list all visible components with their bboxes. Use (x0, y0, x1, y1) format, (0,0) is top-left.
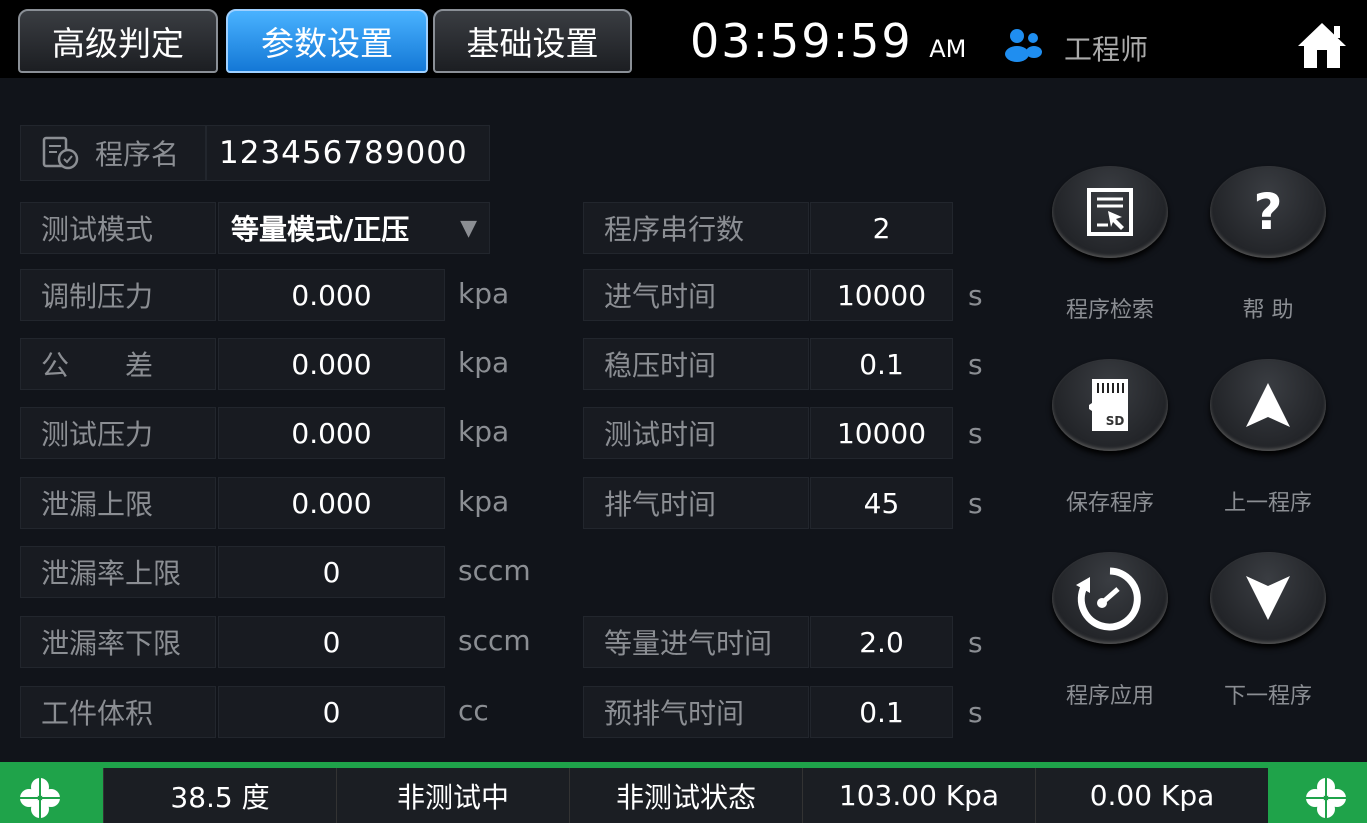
tab-advanced-judgement[interactable]: 高级判定 (18, 9, 218, 73)
field-value-input[interactable]: 0.1 (810, 686, 953, 738)
field-value-input[interactable]: 10000 (810, 407, 953, 459)
program-name-label: 程序名 (95, 138, 180, 171)
field-value-input[interactable]: 0 (218, 616, 445, 668)
button-label: 上一程序 (1223, 491, 1312, 516)
field-value-input[interactable]: 45 (810, 477, 953, 529)
field-value: 0 (322, 555, 341, 589)
field-label: 测试压力 (20, 407, 216, 459)
program-search-icon (1086, 187, 1134, 237)
field-label: 测试模式 (20, 202, 216, 254)
tab-basic-settings[interactable]: 基础设置 (433, 9, 632, 73)
field-value-input[interactable]: 0.000 (218, 269, 445, 321)
svg-text:SD: SD (1106, 414, 1125, 428)
field-unit: s (968, 626, 983, 659)
clock-ampm: AM (929, 35, 967, 63)
field-value-input[interactable]: 0.000 (218, 338, 445, 390)
field-label: 调制压力 (20, 269, 216, 321)
gauge-icon (1072, 563, 1148, 633)
field-label: 泄漏率上限 (20, 546, 216, 598)
sd-card-icon: SD (1088, 377, 1132, 433)
help-icon: ? (1253, 183, 1283, 241)
gauge-button[interactable] (1052, 552, 1168, 644)
users-icon (1005, 29, 1042, 62)
field-value-input[interactable]: 10000 (810, 269, 953, 321)
arrow-up-button[interactable] (1210, 359, 1326, 451)
field-unit: kpa (458, 277, 510, 310)
field-unit: sccm (458, 554, 531, 587)
sd-card-button[interactable]: SD (1052, 359, 1168, 451)
field-label: 公 差 (20, 338, 216, 390)
field-value-input[interactable]: 0.000 (218, 477, 445, 529)
field-label: 程序串行数 (583, 202, 809, 254)
field-label: 预排气时间 (583, 686, 809, 738)
field-value: 0.000 (291, 416, 372, 450)
field-label: 稳压时间 (583, 338, 809, 390)
field-label: 排气时间 (583, 477, 809, 529)
field-label: 等量进气时间 (583, 616, 809, 668)
field-unit: sccm (458, 624, 531, 657)
field-unit: kpa (458, 346, 510, 379)
clock: 03:59:59 AM (690, 14, 966, 68)
field-value-input[interactable]: 0 (218, 686, 445, 738)
field-label: 工件体积 (20, 686, 216, 738)
button-label: 程序检索 (1065, 298, 1154, 323)
field-value-input[interactable]: 0.000 (218, 407, 445, 459)
field-unit: s (968, 348, 983, 381)
status-bar: 38.5 度非测试中 非测试状态 103.00 Kpa 0.00 Kpa (0, 762, 1367, 823)
field-value: 0.000 (291, 347, 372, 381)
clover-icon (20, 778, 60, 818)
field-unit: s (968, 279, 983, 312)
field-value-input[interactable]: 0 (218, 546, 445, 598)
field-label: 测试时间 (583, 407, 809, 459)
status-cell: 非测试状态 (569, 768, 802, 823)
field-value-input[interactable]: 0.1 (810, 338, 953, 390)
button-label: 程序应用 (1065, 684, 1154, 709)
status-cell: 非测试中 (336, 768, 569, 823)
field-value: 0.000 (291, 278, 372, 312)
arrow-down-button[interactable] (1210, 552, 1326, 644)
status-cell: 0.00 Kpa (1035, 768, 1268, 823)
field-value: 0.000 (291, 486, 372, 520)
user-role: 工程师 (1064, 33, 1149, 66)
field-label: 进气时间 (583, 269, 809, 321)
field-unit: s (968, 696, 983, 729)
field-label: 泄漏率下限 (20, 616, 216, 668)
button-label: 保存程序 (1065, 491, 1154, 516)
home-icon[interactable] (1296, 20, 1348, 70)
arrow-down-icon (1244, 574, 1292, 622)
field-unit: kpa (458, 415, 510, 448)
field-unit: kpa (458, 485, 510, 518)
field-unit: cc (458, 694, 489, 727)
tab-parameter-settings[interactable]: 参数设置 (226, 9, 428, 73)
arrow-up-icon (1244, 381, 1292, 429)
document-check-icon (42, 136, 79, 170)
program-name-field[interactable]: 123456789000 (206, 125, 490, 181)
status-cell: 38.5 度 (103, 768, 336, 823)
clock-time: 03:59:59 (690, 14, 913, 68)
help-button[interactable]: ? (1210, 166, 1326, 258)
field-value: 0 (322, 695, 341, 729)
field-value: 0 (322, 625, 341, 659)
test-mode-dropdown[interactable]: 等量模式/正压 ▼ (218, 202, 490, 254)
top-bar: 高级判定 参数设置 基础设置 03:59:59 AM 工程师 (0, 0, 1367, 78)
field-unit: s (968, 417, 983, 450)
field-unit: s (968, 487, 983, 520)
field-value-input[interactable]: 2.0 (810, 616, 953, 668)
status-cell: 103.00 Kpa (802, 768, 1035, 823)
field-label: 泄漏上限 (20, 477, 216, 529)
field-value: 等量模式/正压 (231, 213, 410, 246)
button-label: 帮 助 (1242, 298, 1294, 323)
program-search-button[interactable] (1052, 166, 1168, 258)
program-name-label-cell: 程序名 (20, 125, 206, 181)
button-label: 下一程序 (1223, 684, 1312, 709)
field-value-input[interactable]: 2 (810, 202, 953, 254)
chevron-down-icon[interactable]: ▼ (460, 215, 477, 241)
clover-icon (1306, 778, 1346, 818)
